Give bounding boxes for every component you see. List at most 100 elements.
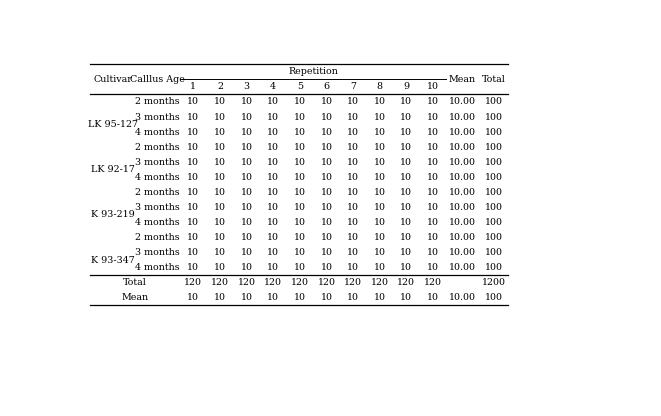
Text: 120: 120 xyxy=(371,278,389,287)
Text: 6: 6 xyxy=(323,82,330,92)
Text: 120: 120 xyxy=(184,278,202,287)
Text: 2 months: 2 months xyxy=(135,143,180,152)
Text: 10: 10 xyxy=(241,158,253,167)
Text: 10: 10 xyxy=(187,248,199,257)
Text: 10: 10 xyxy=(294,112,306,121)
Text: 4 months: 4 months xyxy=(135,218,180,227)
Text: 10: 10 xyxy=(321,158,332,167)
Text: 10: 10 xyxy=(401,233,412,242)
Text: 10: 10 xyxy=(241,248,253,257)
Text: 10: 10 xyxy=(214,112,226,121)
Text: K 93-219: K 93-219 xyxy=(91,210,134,219)
Text: 10: 10 xyxy=(187,158,199,167)
Text: 10: 10 xyxy=(241,218,253,227)
Text: 10: 10 xyxy=(347,112,359,121)
Text: 10: 10 xyxy=(214,218,226,227)
Text: 120: 120 xyxy=(344,278,362,287)
Text: 10: 10 xyxy=(427,203,439,212)
Text: 100: 100 xyxy=(485,248,502,257)
Text: 4: 4 xyxy=(270,82,276,92)
Text: 10: 10 xyxy=(401,143,412,152)
Text: LK 92-17: LK 92-17 xyxy=(91,165,135,174)
Text: 10: 10 xyxy=(427,112,439,121)
Text: 10: 10 xyxy=(401,218,412,227)
Text: 100: 100 xyxy=(485,97,502,106)
Text: 10: 10 xyxy=(321,112,332,121)
Text: 10: 10 xyxy=(267,263,279,272)
Text: 10: 10 xyxy=(427,143,439,152)
Text: 10: 10 xyxy=(241,203,253,212)
Text: 10: 10 xyxy=(267,143,279,152)
Text: 10: 10 xyxy=(347,263,359,272)
Text: 10: 10 xyxy=(373,218,386,227)
Text: 3 months: 3 months xyxy=(135,158,180,167)
Text: 10: 10 xyxy=(321,248,332,257)
Text: 10: 10 xyxy=(347,203,359,212)
Text: 120: 120 xyxy=(211,278,229,287)
Text: 9: 9 xyxy=(403,82,409,92)
Text: 10: 10 xyxy=(401,97,412,106)
Text: 4 months: 4 months xyxy=(135,128,180,136)
Text: 10: 10 xyxy=(267,128,279,136)
Text: Repetition: Repetition xyxy=(288,67,338,77)
Text: 10: 10 xyxy=(321,97,332,106)
Text: 10: 10 xyxy=(241,173,253,182)
Text: 100: 100 xyxy=(485,128,502,136)
Text: 10: 10 xyxy=(241,128,253,136)
Text: K 93-347: K 93-347 xyxy=(91,255,134,265)
Text: 10: 10 xyxy=(267,158,279,167)
Text: 100: 100 xyxy=(485,293,502,302)
Text: 10: 10 xyxy=(187,112,199,121)
Text: 3 months: 3 months xyxy=(135,248,180,257)
Text: 10: 10 xyxy=(294,158,306,167)
Text: 10: 10 xyxy=(187,218,199,227)
Text: 10: 10 xyxy=(427,248,439,257)
Text: 10: 10 xyxy=(187,143,199,152)
Text: 10.00: 10.00 xyxy=(449,218,476,227)
Text: 10: 10 xyxy=(427,82,439,92)
Text: 10: 10 xyxy=(241,97,253,106)
Text: 10: 10 xyxy=(267,97,279,106)
Text: 10: 10 xyxy=(187,293,199,302)
Text: 1: 1 xyxy=(190,82,196,92)
Text: 10: 10 xyxy=(373,233,386,242)
Text: 10: 10 xyxy=(214,128,226,136)
Text: Calllus Age: Calllus Age xyxy=(130,75,185,84)
Text: 10: 10 xyxy=(267,293,279,302)
Text: 10: 10 xyxy=(214,97,226,106)
Text: 10: 10 xyxy=(241,112,253,121)
Text: 10.00: 10.00 xyxy=(449,248,476,257)
Text: 10.00: 10.00 xyxy=(449,173,476,182)
Text: 10: 10 xyxy=(267,233,279,242)
Text: 10: 10 xyxy=(401,128,412,136)
Text: 10: 10 xyxy=(373,263,386,272)
Text: 10: 10 xyxy=(401,188,412,197)
Text: 10: 10 xyxy=(294,233,306,242)
Text: 10: 10 xyxy=(401,112,412,121)
Text: 10: 10 xyxy=(294,173,306,182)
Text: 10: 10 xyxy=(294,263,306,272)
Text: 2 months: 2 months xyxy=(135,188,180,197)
Text: 120: 120 xyxy=(291,278,309,287)
Text: Total: Total xyxy=(123,278,147,287)
Text: 10: 10 xyxy=(187,128,199,136)
Text: 100: 100 xyxy=(485,218,502,227)
Text: 3 months: 3 months xyxy=(135,112,180,121)
Text: 10: 10 xyxy=(347,233,359,242)
Text: 10: 10 xyxy=(347,143,359,152)
Text: 10: 10 xyxy=(321,128,332,136)
Text: 10.00: 10.00 xyxy=(449,158,476,167)
Text: 10: 10 xyxy=(427,188,439,197)
Text: 10: 10 xyxy=(294,128,306,136)
Text: 10: 10 xyxy=(427,263,439,272)
Text: 10.00: 10.00 xyxy=(449,233,476,242)
Text: 10: 10 xyxy=(214,248,226,257)
Text: 10.00: 10.00 xyxy=(449,112,476,121)
Text: 10: 10 xyxy=(214,203,226,212)
Text: 10: 10 xyxy=(321,173,332,182)
Text: 10: 10 xyxy=(267,173,279,182)
Text: 100: 100 xyxy=(485,233,502,242)
Text: 10: 10 xyxy=(241,233,253,242)
Text: 10: 10 xyxy=(321,263,332,272)
Text: 10: 10 xyxy=(373,293,386,302)
